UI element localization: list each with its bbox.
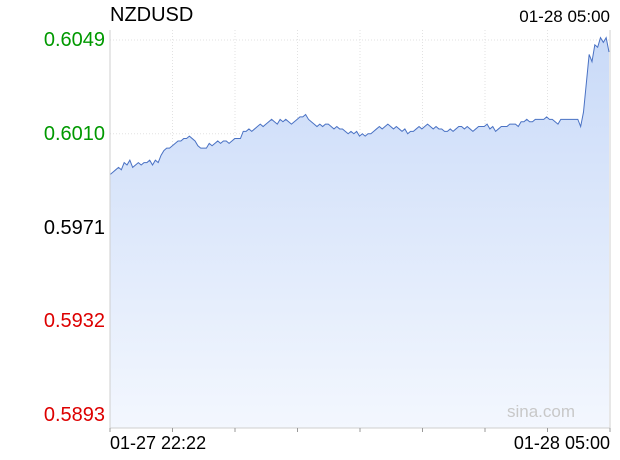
y-tick-label: 0.6049 bbox=[43, 29, 105, 51]
plot-frame bbox=[109, 30, 611, 432]
y-tick-label: 0.5932 bbox=[43, 310, 105, 333]
y-tick-label: 0.5971 bbox=[43, 216, 105, 239]
last-update-time: 01-28 05:00 bbox=[519, 7, 610, 26]
sina-watermark: sina.com bbox=[507, 402, 576, 421]
y-tick-label: 0.5893 bbox=[43, 404, 105, 426]
price-line bbox=[109, 36, 610, 176]
price-area-fill bbox=[110, 37, 609, 428]
chart-title: NZDUSD bbox=[110, 4, 194, 26]
y-tick-label: 0.6010 bbox=[43, 122, 105, 145]
x-label-start: 01-27 22:22 bbox=[110, 433, 207, 453]
x-label-end: 01-28 05:00 bbox=[513, 433, 610, 453]
